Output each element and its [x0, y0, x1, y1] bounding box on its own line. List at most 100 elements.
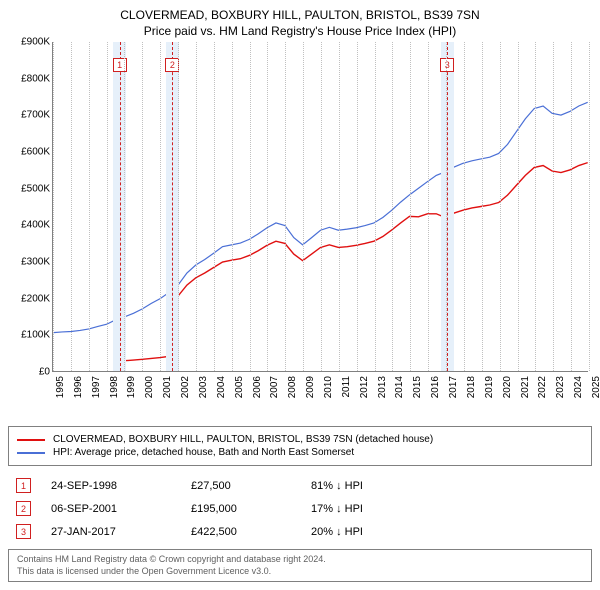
gridline [339, 42, 340, 371]
x-tick-label: 1995 [55, 376, 66, 398]
x-tick-label: 2018 [466, 376, 477, 398]
y-tick-label: £600K [21, 147, 50, 158]
gridline [303, 42, 304, 371]
legend-label: CLOVERMEAD, BOXBURY HILL, PAULTON, BRIST… [53, 434, 433, 445]
y-tick-label: £900K [21, 37, 50, 48]
x-tick-label: 2001 [162, 376, 173, 398]
sale-index-box: 3 [16, 524, 31, 539]
x-tick-label: 1999 [126, 376, 137, 398]
gridline [464, 42, 465, 371]
x-tick-label: 2009 [305, 376, 316, 398]
chart-area: £0 £100K £200K £300K £400K £500K £600K £700K £80… [8, 42, 592, 422]
gridline [518, 42, 519, 371]
gridline [196, 42, 197, 371]
gridline [446, 42, 447, 371]
x-tick-label: 2006 [252, 376, 263, 398]
gridline [553, 42, 554, 371]
sale-price: £27,500 [191, 480, 291, 492]
y-tick-label: £0 [39, 367, 50, 378]
x-tick-label: 2024 [573, 376, 584, 398]
sale-row: 124-SEP-1998£27,50081% ↓ HPI [8, 474, 592, 497]
y-tick-label: £200K [21, 293, 50, 304]
sale-row: 327-JAN-2017£422,50020% ↓ HPI [8, 520, 592, 543]
gridline [250, 42, 251, 371]
gridline [357, 42, 358, 371]
gridline [375, 42, 376, 371]
gridline [178, 42, 179, 371]
y-tick-label: £700K [21, 110, 50, 121]
sale-diff-hpi: 17% ↓ HPI [311, 503, 431, 515]
x-tick-label: 2012 [359, 376, 370, 398]
x-tick-label: 2023 [555, 376, 566, 398]
y-tick-label: £500K [21, 183, 50, 194]
legend-swatch [17, 439, 45, 441]
y-tick-label: £100K [21, 330, 50, 341]
sale-diff-hpi: 81% ↓ HPI [311, 480, 431, 492]
title-address: CLOVERMEAD, BOXBURY HILL, PAULTON, BRIST… [8, 8, 592, 22]
x-tick-label: 1998 [109, 376, 120, 398]
x-tick-label: 2025 [591, 376, 600, 398]
legend-row: CLOVERMEAD, BOXBURY HILL, PAULTON, BRIST… [17, 433, 583, 446]
title-block: CLOVERMEAD, BOXBURY HILL, PAULTON, BRIST… [8, 8, 592, 38]
gridline [160, 42, 161, 371]
sale-price: £195,000 [191, 503, 291, 515]
gridline [410, 42, 411, 371]
x-axis: 1995 1996 1997 1998 1999 2000 2001 2002 2003 2004… [52, 372, 588, 422]
sale-date: 24-SEP-1998 [51, 480, 171, 492]
footer-attribution: Contains HM Land Registry data © Crown c… [8, 549, 592, 582]
legend-swatch [17, 452, 45, 454]
x-tick-label: 2020 [502, 376, 513, 398]
x-tick-label: 2002 [180, 376, 191, 398]
x-tick-label: 1996 [73, 376, 84, 398]
x-tick-label: 2003 [198, 376, 209, 398]
sale-dashed-line [120, 42, 121, 371]
gridline [482, 42, 483, 371]
sales-table: 124-SEP-1998£27,50081% ↓ HPI206-SEP-2001… [8, 474, 592, 543]
sale-diff-hpi: 20% ↓ HPI [311, 526, 431, 538]
gridline [571, 42, 572, 371]
title-subtitle: Price paid vs. HM Land Registry's House … [8, 24, 592, 38]
sale-date: 27-JAN-2017 [51, 526, 171, 538]
x-tick-label: 2017 [448, 376, 459, 398]
x-tick-label: 2022 [537, 376, 548, 398]
gridline [321, 42, 322, 371]
sale-date: 06-SEP-2001 [51, 503, 171, 515]
x-tick-label: 2019 [484, 376, 495, 398]
sale-dashed-line [447, 42, 448, 371]
gridline [535, 42, 536, 371]
sale-marker: 3 [440, 58, 454, 72]
sale-index-box: 2 [16, 501, 31, 516]
plot-area: 123 [52, 42, 588, 372]
x-tick-label: 2005 [234, 376, 245, 398]
x-tick-label: 1997 [91, 376, 102, 398]
gridline [89, 42, 90, 371]
x-tick-label: 2000 [144, 376, 155, 398]
gridline [428, 42, 429, 371]
x-tick-label: 2015 [412, 376, 423, 398]
x-tick-label: 2013 [377, 376, 388, 398]
gridline [392, 42, 393, 371]
x-tick-label: 2008 [287, 376, 298, 398]
gridline [214, 42, 215, 371]
x-tick-label: 2021 [520, 376, 531, 398]
gridline [285, 42, 286, 371]
y-tick-label: £400K [21, 220, 50, 231]
legend-label: HPI: Average price, detached house, Bath… [53, 447, 354, 458]
x-tick-label: 2014 [394, 376, 405, 398]
legend-row: HPI: Average price, detached house, Bath… [17, 446, 583, 459]
y-tick-label: £300K [21, 257, 50, 268]
y-axis: £0£100K£200K£300K£400K£500K£600K£700K£80… [8, 42, 52, 372]
gridline [71, 42, 72, 371]
gridline [232, 42, 233, 371]
y-tick-label: £800K [21, 73, 50, 84]
legend: CLOVERMEAD, BOXBURY HILL, PAULTON, BRIST… [8, 426, 592, 466]
gridline [107, 42, 108, 371]
x-tick-label: 2011 [341, 376, 352, 398]
sale-row: 2 06-SEP-2001 £195,000 17% ↓ HPI [8, 497, 592, 520]
gridline [142, 42, 143, 371]
x-tick-label: 2004 [216, 376, 227, 398]
x-tick-label: 2007 [269, 376, 280, 398]
chart-container: CLOVERMEAD, BOXBURY HILL, PAULTON, BRIST… [8, 8, 592, 582]
footer-line-2: This data is licensed under the Open Gov… [17, 566, 583, 578]
x-tick-label: 2010 [323, 376, 334, 398]
